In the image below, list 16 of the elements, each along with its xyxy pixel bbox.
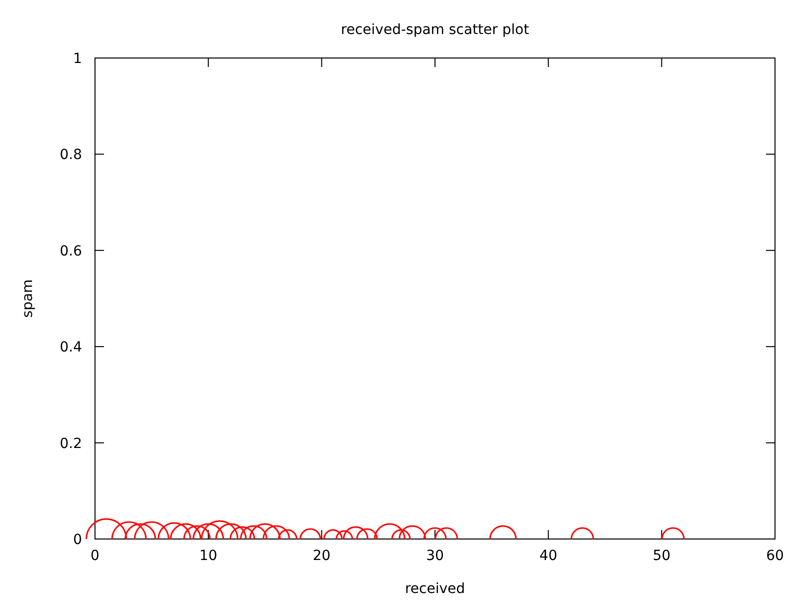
y-tick-label: 0.8	[60, 147, 82, 164]
x-tick-label: 10	[199, 548, 218, 564]
x-tick-label: 20	[312, 548, 331, 564]
x-tick-label: 0	[90, 548, 100, 564]
y-tick-label: 0.6	[60, 243, 82, 260]
x-tick-label: 40	[539, 548, 558, 564]
x-tick-label: 30	[426, 548, 444, 564]
x-tick-label: 60	[766, 548, 784, 564]
y-tick-label: 0	[73, 532, 82, 548]
y-tick-label: 1	[73, 51, 82, 67]
y-tick-label: 0.2	[60, 436, 82, 452]
y-tick-label: 0.4	[60, 340, 82, 356]
y-axis-title: spam	[20, 279, 36, 318]
x-tick-label: 50	[652, 548, 671, 564]
chart-title: received-spam scatter plot	[340, 22, 530, 38]
x-axis-title: received	[404, 581, 466, 597]
